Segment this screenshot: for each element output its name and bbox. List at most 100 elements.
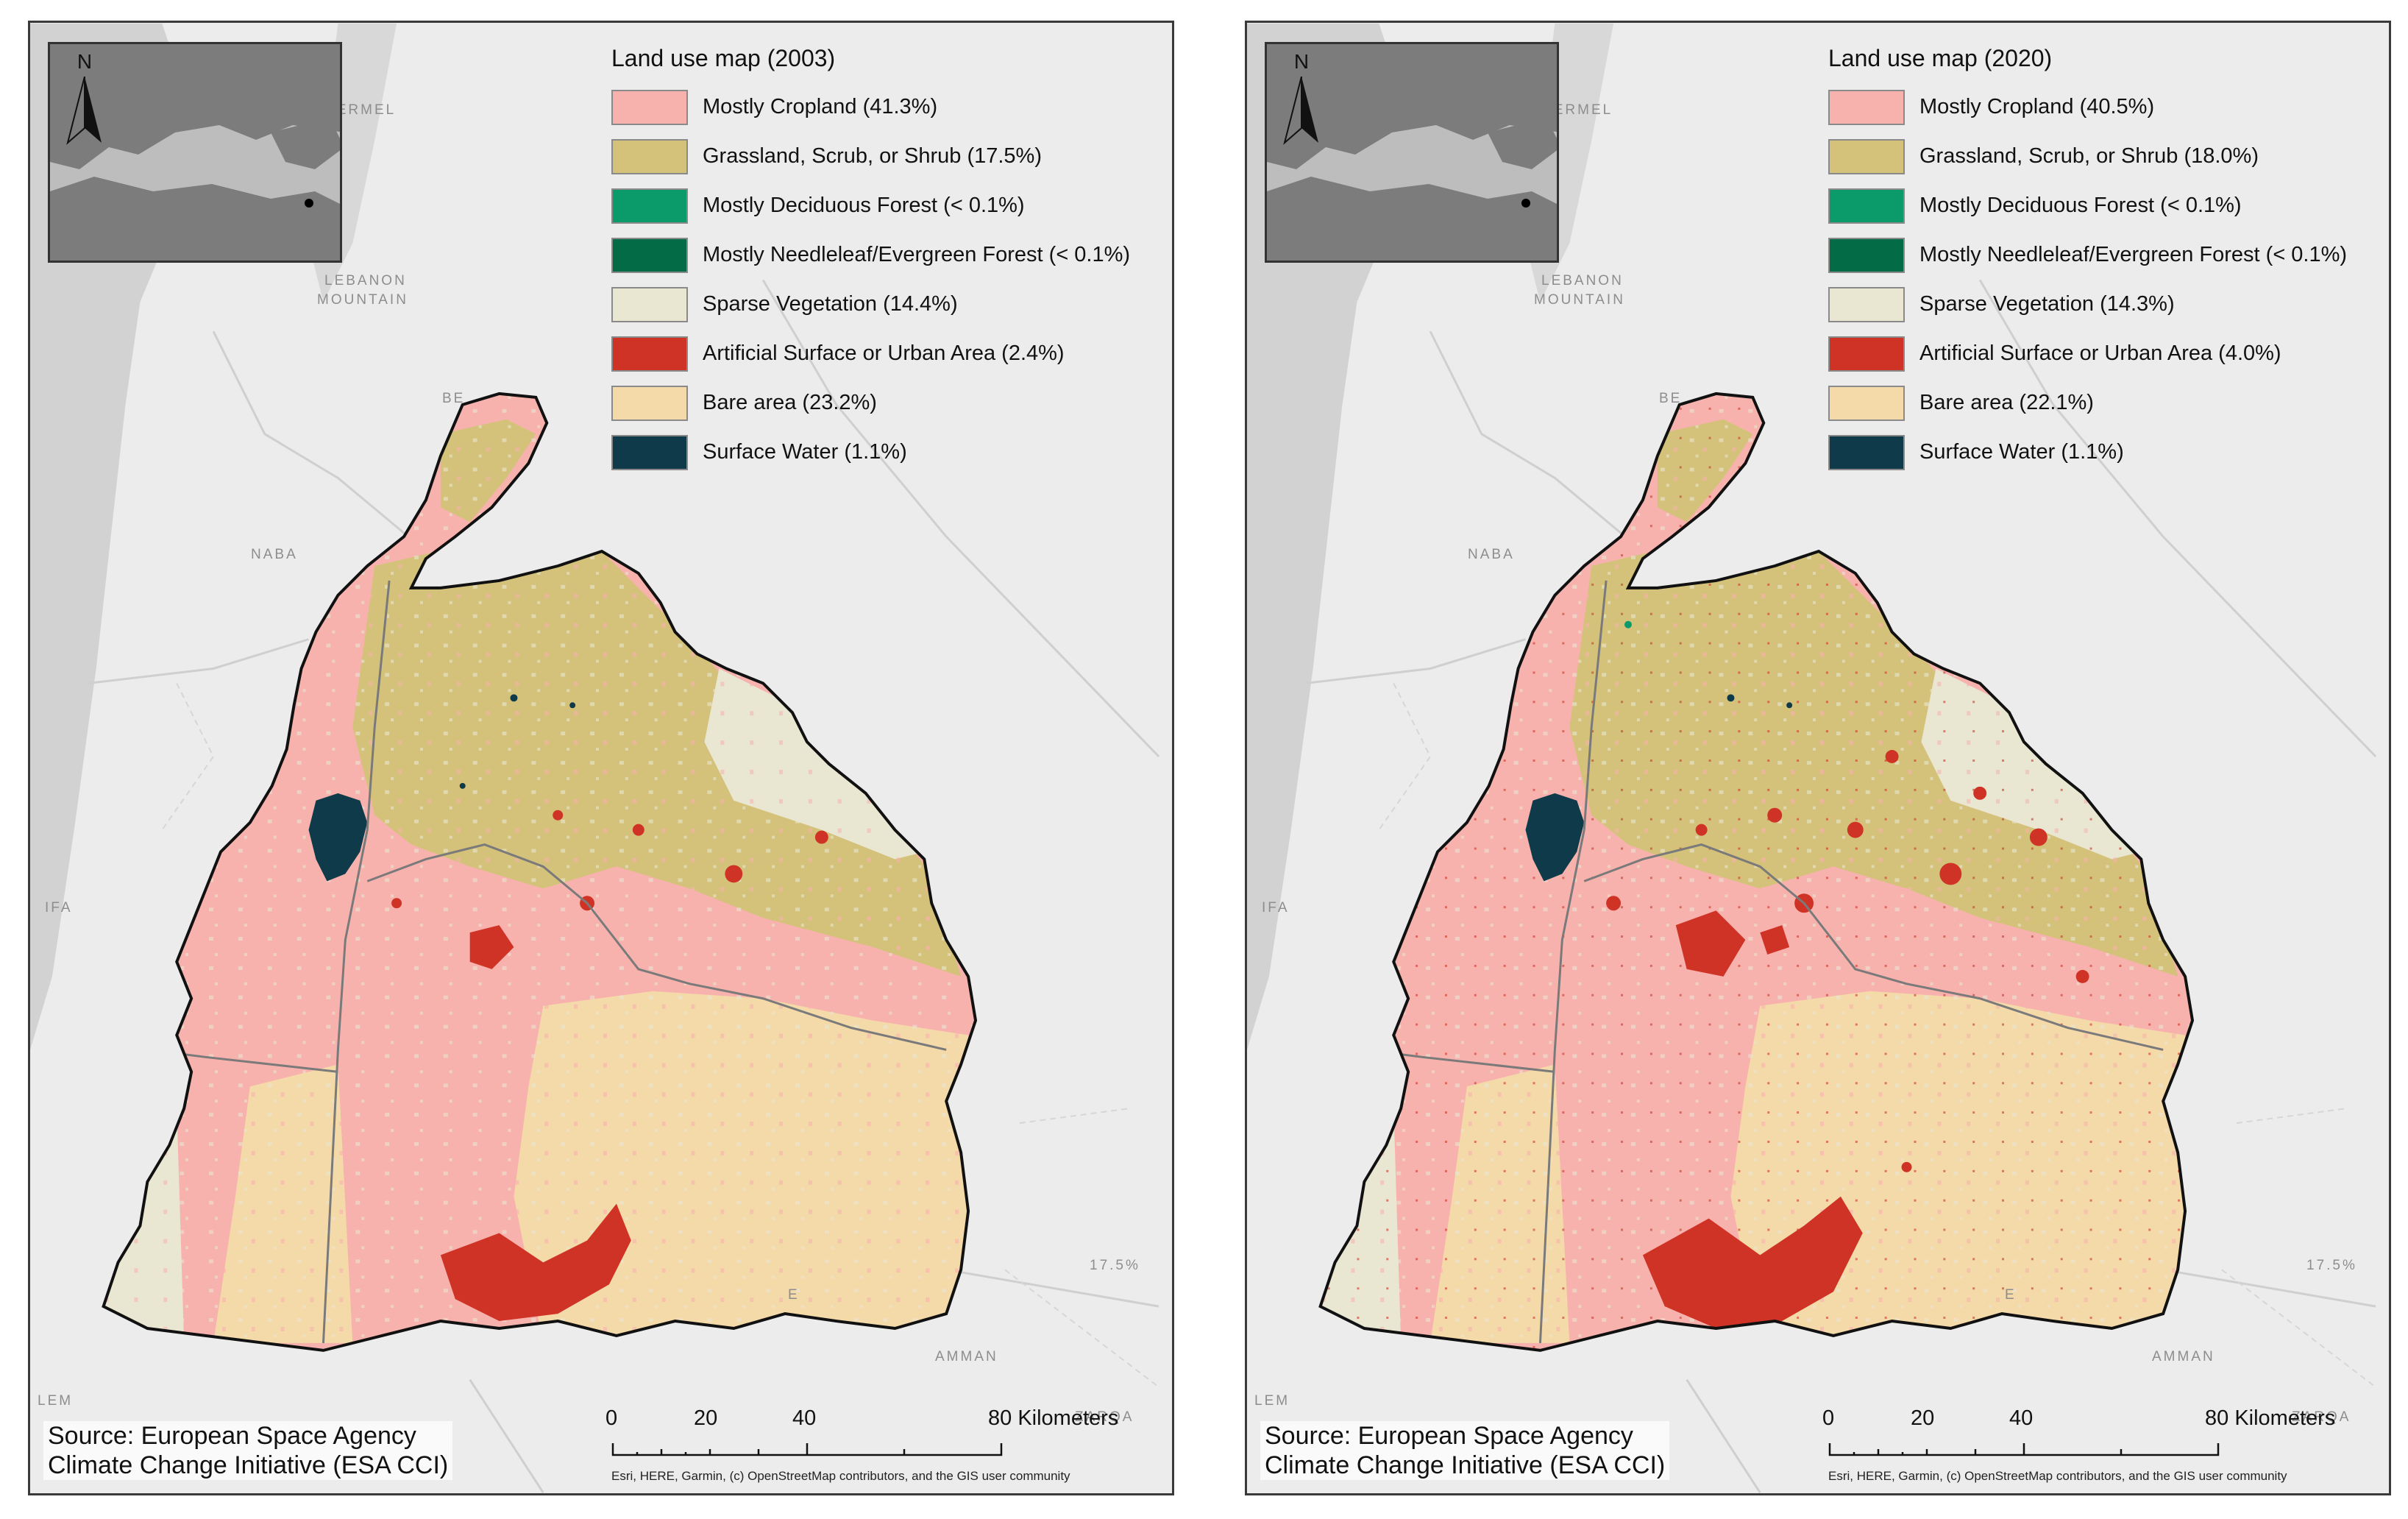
basemap	[30, 23, 1160, 1493]
legend-label: Grassland, Scrub, or Shrub (18.0%)	[1919, 144, 2259, 168]
legend-item-bare-area: Bare area (23.2%)	[611, 378, 1156, 428]
legend-label: Bare area (22.1%)	[1919, 391, 2094, 414]
place-label: LEM	[1254, 1393, 1290, 1409]
scale-bar-graphic	[611, 1443, 1003, 1456]
place-label: E	[788, 1287, 800, 1303]
legend-swatch	[611, 138, 688, 174]
place-label: BE	[1659, 391, 1683, 406]
place-label: 17.5%	[2306, 1258, 2357, 1273]
legend-item-cropland: Mostly Cropland (41.3%)	[611, 82, 1156, 132]
place-label: AMMAN	[935, 1349, 998, 1364]
source-line-1: Source: European Space Agency	[1265, 1422, 1633, 1450]
place-label: ZARQA	[1075, 1409, 1134, 1425]
legend-label: Mostly Deciduous Forest (< 0.1%)	[1919, 194, 2242, 217]
north-arrow-icon	[1283, 77, 1318, 145]
legend-label: Artificial Surface or Urban Area (4.0%)	[1919, 341, 2281, 365]
place-label: MOUNTAIN	[1534, 292, 1625, 308]
basemap	[1247, 23, 2377, 1493]
legend-item-urban: Artificial Surface or Urban Area (4.0%)	[1828, 329, 2373, 378]
legend-swatch	[1828, 237, 1905, 273]
legend-swatch	[611, 237, 688, 273]
place-label: IFA	[45, 900, 73, 916]
place-label: LEM	[38, 1393, 74, 1409]
legend-item-sparse-vegetation: Sparse Vegetation (14.4%)	[611, 280, 1156, 329]
map-panel-2020: HERMEL LEBANON MOUNTAIN NABA BE IFA LEM …	[1245, 21, 2391, 1495]
legend-label: Grassland, Scrub, or Shrub (17.5%)	[703, 144, 1042, 168]
legend-label: Mostly Needleleaf/Evergreen Forest (< 0.…	[1919, 243, 2348, 266]
source-line-1: Source: European Space Agency	[48, 1422, 416, 1450]
scale-label: 80 Kilometers	[988, 1406, 1119, 1430]
map-attribution: Esri, HERE, Garmin, (c) OpenStreetMap co…	[1828, 1469, 2287, 1483]
legend-item-grassland: Grassland, Scrub, or Shrub (17.5%)	[611, 132, 1156, 181]
scale-bar: 0 20 40 80 Kilometers	[1822, 1406, 2358, 1465]
place-label: NABA	[251, 547, 298, 562]
legend-swatch	[611, 434, 688, 470]
source-credit: Source: European Space Agency Climate Ch…	[1260, 1421, 1670, 1480]
legend-swatch	[1828, 89, 1905, 125]
legend-title: Land use map (2020)	[1828, 45, 2053, 71]
legend: Land use map (2003) Mostly Cropland (41.…	[611, 45, 1156, 477]
place-label: LEBANON	[324, 273, 407, 288]
overview-inset-map: N	[1265, 42, 1559, 263]
legend-label: Mostly Cropland (40.5%)	[1919, 95, 2155, 118]
legend-swatch	[1828, 138, 1905, 174]
overview-inset-map: N	[48, 42, 342, 263]
legend-swatch	[611, 286, 688, 322]
legend-label: Surface Water (1.1%)	[703, 440, 907, 464]
legend-label: Mostly Deciduous Forest (< 0.1%)	[703, 194, 1025, 217]
legend-item-cropland: Mostly Cropland (40.5%)	[1828, 82, 2373, 132]
legend-swatch	[611, 336, 688, 372]
map-attribution: Esri, HERE, Garmin, (c) OpenStreetMap co…	[611, 1469, 1070, 1483]
north-letter: N	[77, 50, 93, 73]
north-letter: N	[1293, 50, 1310, 73]
legend-swatch	[1828, 336, 1905, 372]
scale-label: 80 Kilometers	[2205, 1406, 2336, 1430]
source-line-2: Climate Change Initiative (ESA CCI)	[1265, 1451, 1666, 1479]
scale-bar: 0 20 40 80 Kilometers	[605, 1406, 1141, 1465]
scale-label: 20	[694, 1406, 718, 1430]
place-label: LEBANON	[1541, 273, 1624, 288]
scale-label: 40	[792, 1406, 817, 1430]
legend-label: Surface Water (1.1%)	[1919, 440, 2124, 464]
legend-swatch	[1828, 385, 1905, 421]
legend-item-needleleaf-forest: Mostly Needleleaf/Evergreen Forest (< 0.…	[611, 230, 1156, 280]
legend-swatch	[611, 188, 688, 224]
legend-item-surface-water: Surface Water (1.1%)	[611, 428, 1156, 477]
place-label: AMMAN	[2152, 1349, 2215, 1364]
legend-title: Land use map (2003)	[611, 45, 836, 71]
legend-item-deciduous-forest: Mostly Deciduous Forest (< 0.1%)	[1828, 181, 2373, 230]
legend-item-needleleaf-forest: Mostly Needleleaf/Evergreen Forest (< 0.…	[1828, 230, 2373, 280]
place-label: E	[2005, 1287, 2017, 1303]
map-panel-2003: HERMEL LEBANON MOUNTAIN NABA BE IFA LEM …	[28, 21, 1174, 1495]
legend-label: Mostly Needleleaf/Evergreen Forest (< 0.…	[703, 243, 1131, 266]
legend-swatch	[1828, 286, 1905, 322]
north-arrow: N	[66, 50, 103, 168]
place-label: BE	[442, 391, 466, 406]
legend-item-deciduous-forest: Mostly Deciduous Forest (< 0.1%)	[611, 181, 1156, 230]
place-label: NABA	[1468, 547, 1515, 562]
scale-label: 20	[1911, 1406, 1935, 1430]
place-label: IFA	[1262, 900, 1290, 916]
legend-item-bare-area: Bare area (22.1%)	[1828, 378, 2373, 428]
legend-swatch	[611, 385, 688, 421]
legend-label: Mostly Cropland (41.3%)	[703, 95, 938, 118]
legend-swatch	[611, 89, 688, 125]
scale-bar-graphic	[1828, 1443, 2220, 1456]
north-arrow: N	[1283, 50, 1320, 168]
legend-item-urban: Artificial Surface or Urban Area (2.4%)	[611, 329, 1156, 378]
legend-label: Sparse Vegetation (14.4%)	[703, 292, 958, 316]
source-credit: Source: European Space Agency Climate Ch…	[43, 1421, 453, 1480]
legend-item-grassland: Grassland, Scrub, or Shrub (18.0%)	[1828, 132, 2373, 181]
legend-label: Bare area (23.2%)	[703, 391, 877, 414]
place-label: ZARQA	[2292, 1409, 2351, 1425]
source-line-2: Climate Change Initiative (ESA CCI)	[48, 1451, 449, 1479]
legend-label: Artificial Surface or Urban Area (2.4%)	[703, 341, 1065, 365]
scale-label: 0	[1822, 1406, 1835, 1430]
scale-label: 40	[2009, 1406, 2034, 1430]
place-label: 17.5%	[1090, 1258, 1140, 1273]
legend-item-sparse-vegetation: Sparse Vegetation (14.3%)	[1828, 280, 2373, 329]
north-arrow-icon	[66, 77, 102, 145]
legend-swatch	[1828, 188, 1905, 224]
place-label: MOUNTAIN	[317, 292, 408, 308]
legend-item-surface-water: Surface Water (1.1%)	[1828, 428, 2373, 477]
